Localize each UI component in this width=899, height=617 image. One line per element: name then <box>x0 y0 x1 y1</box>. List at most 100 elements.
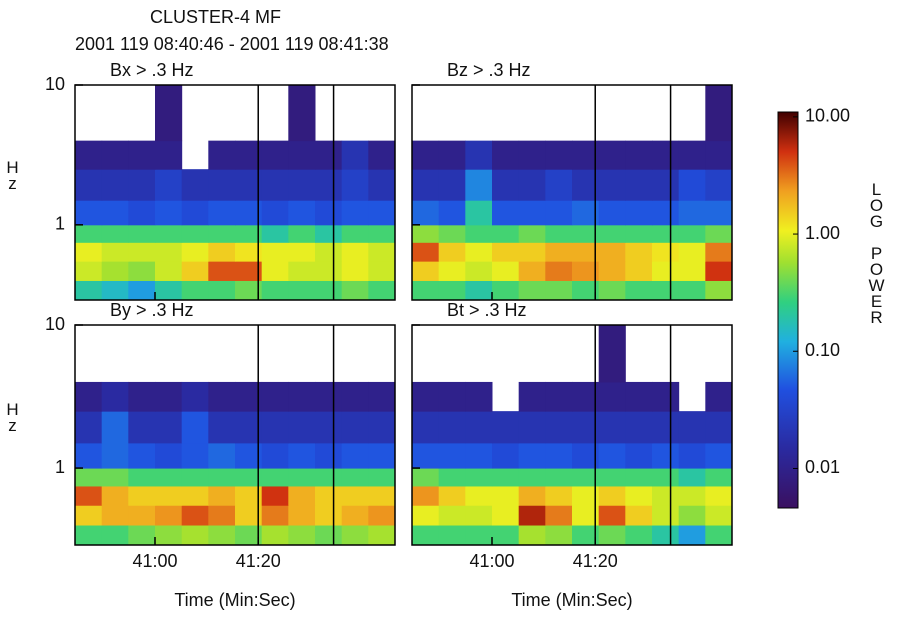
heatmap-cell <box>208 485 236 506</box>
heatmap-cell <box>438 411 466 444</box>
heatmap-cell <box>652 242 680 262</box>
heatmap-cell <box>208 381 236 412</box>
heatmap-cell <box>341 468 369 487</box>
heatmap-cell <box>261 525 289 546</box>
y-tick-label: 10 <box>45 74 65 94</box>
heatmap-cell <box>412 485 440 506</box>
heatmap-cell <box>128 485 156 506</box>
heatmap-cell <box>412 242 440 262</box>
heatmap-cell <box>75 200 103 226</box>
heatmap-cell <box>155 485 183 506</box>
heatmap-cell <box>368 242 396 262</box>
heatmap-cell <box>518 468 546 487</box>
heatmap-cell <box>465 505 493 526</box>
heatmap-cell <box>545 169 573 201</box>
heatmap-cell <box>545 140 573 170</box>
heatmap-cell <box>438 525 466 546</box>
heatmap-cell <box>208 200 236 226</box>
heatmap-cell <box>341 442 369 469</box>
heatmap-cell <box>518 169 546 201</box>
heatmap-cell <box>101 525 129 546</box>
heatmap-cell <box>75 468 103 487</box>
heatmap-cell <box>341 224 369 243</box>
heatmap-cell <box>705 140 733 170</box>
heatmap-cell <box>465 442 493 469</box>
colorbar-label: LOG POWER <box>867 180 886 324</box>
heatmap-cell <box>288 411 316 444</box>
heatmap-cell <box>208 242 236 262</box>
heatmap-cell <box>678 468 706 487</box>
heatmap-cell <box>155 468 183 487</box>
y-tick-label: 1 <box>55 214 65 234</box>
heatmap-cell <box>492 280 520 301</box>
heatmap-cell <box>181 381 209 412</box>
heatmap-cell <box>705 169 733 201</box>
heatmap-cell <box>235 261 263 281</box>
heatmap-cell <box>128 525 156 546</box>
heatmap-cell <box>465 525 493 546</box>
heatmap-cell <box>181 200 209 226</box>
heatmap-cell <box>518 280 546 301</box>
heatmap-cell <box>261 280 289 301</box>
heatmap-cell <box>128 442 156 469</box>
heatmap-cell <box>438 224 466 243</box>
heatmap-cell <box>75 442 103 469</box>
heatmap-cell <box>545 442 573 469</box>
heatmap-cell <box>652 169 680 201</box>
heatmap-cell <box>625 381 653 412</box>
panel-title: Bz > .3 Hz <box>447 60 531 80</box>
heatmap-cell <box>678 442 706 469</box>
panel-title: By > .3 Hz <box>110 300 194 320</box>
heatmap-cell <box>341 411 369 444</box>
heatmap-cell <box>155 140 183 170</box>
heatmap-cell <box>545 200 573 226</box>
heatmap-cell <box>598 442 626 469</box>
heatmap-cell <box>412 200 440 226</box>
heatmap-cell <box>465 485 493 506</box>
heatmap-cell <box>625 169 653 201</box>
heatmap-cell <box>235 280 263 301</box>
heatmap-cell <box>341 381 369 412</box>
heatmap-cell <box>75 411 103 444</box>
heatmap-cell <box>545 381 573 412</box>
heatmap-cell <box>438 442 466 469</box>
heatmap-cell <box>315 169 343 201</box>
heatmap-cell <box>678 485 706 506</box>
heatmap-cell <box>288 200 316 226</box>
heatmap-cell <box>598 325 626 383</box>
heatmap-cell <box>518 442 546 469</box>
heatmap-cell <box>341 169 369 201</box>
heatmap-cell <box>492 224 520 243</box>
heatmap-cell <box>678 280 706 301</box>
heatmap-cell <box>705 85 733 142</box>
heatmap-cell <box>598 261 626 281</box>
heatmap-cell <box>261 261 289 281</box>
heatmap-cell <box>208 169 236 201</box>
heatmap-cell <box>288 525 316 546</box>
heatmap-cell <box>368 525 396 546</box>
heatmap-cell <box>128 169 156 201</box>
heatmap-cell <box>705 485 733 506</box>
heatmap-cell <box>208 261 236 281</box>
heatmap-cell <box>181 224 209 243</box>
heatmap-cell <box>465 224 493 243</box>
heatmap-cell <box>181 280 209 301</box>
heatmap-cell <box>652 224 680 243</box>
heatmap-cell <box>545 242 573 262</box>
heatmap-cell <box>465 261 493 281</box>
heatmap-cell <box>288 242 316 262</box>
heatmap-cell <box>492 505 520 526</box>
heatmap-cell <box>208 280 236 301</box>
heatmap-cell <box>315 224 343 243</box>
heatmap-cell <box>208 468 236 487</box>
heatmap-cell <box>652 140 680 170</box>
heatmap-cell <box>438 280 466 301</box>
heatmap-cell <box>261 468 289 487</box>
heatmap-cell <box>545 468 573 487</box>
heatmap-cell <box>315 411 343 444</box>
heatmap-cell <box>181 442 209 469</box>
heatmap-cell <box>288 140 316 170</box>
heatmap-cell <box>412 442 440 469</box>
